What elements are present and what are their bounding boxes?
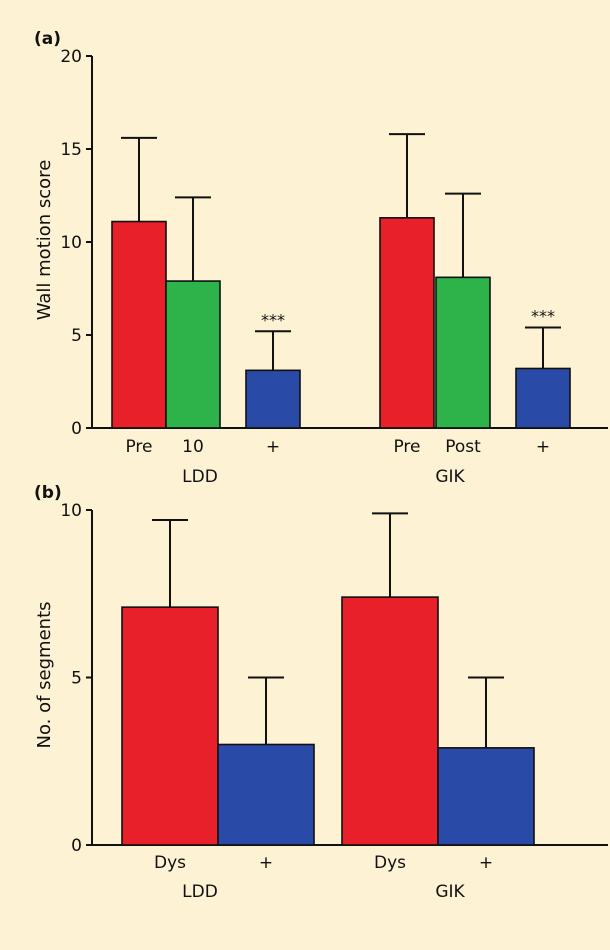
- y-tick-label: 20: [60, 47, 82, 67]
- x-group-label: GIK: [435, 467, 465, 487]
- panel-a-category-labels: Pre 10 + LDD Pre Post + GIK: [125, 437, 550, 487]
- significance-label: ***: [261, 310, 285, 329]
- panel-b-bars: [121, 512, 535, 846]
- x-category-label: Dys: [374, 853, 406, 873]
- panel-a: (a) Wall motion score 0 5 10 15 20 *** *** Pr…: [34, 29, 608, 487]
- panel-b-y-ticks: 0 5 10: [60, 501, 92, 856]
- panel-b-category-labels: Dys + LDD Dys + GIK: [154, 853, 493, 902]
- bar: [245, 369, 301, 429]
- x-category-label: 10: [182, 437, 204, 457]
- bar: [435, 276, 491, 429]
- y-tick-label: 15: [60, 140, 82, 160]
- bar: [165, 280, 221, 429]
- panel-a-label: (a): [34, 29, 61, 49]
- x-category-label: +: [479, 853, 493, 873]
- x-category-label: +: [259, 853, 273, 873]
- panel-b-label: (b): [34, 483, 62, 503]
- bar: [515, 367, 571, 429]
- bar: [217, 743, 315, 846]
- y-tick-label: 0: [71, 419, 82, 439]
- y-tick-label: 10: [60, 501, 82, 521]
- significance-label: ***: [531, 307, 555, 326]
- y-tick-label: 10: [60, 233, 82, 253]
- bar: [437, 747, 535, 846]
- y-tick-label: 5: [71, 326, 82, 346]
- x-category-label: Post: [445, 437, 481, 457]
- x-group-label: LDD: [182, 882, 218, 902]
- x-category-label: Pre: [393, 437, 420, 457]
- panel-a-y-axis-label: Wall motion score: [34, 160, 55, 321]
- bar: [121, 606, 219, 846]
- y-tick-label: 0: [71, 836, 82, 856]
- x-group-label: LDD: [182, 467, 218, 487]
- x-category-label: Dys: [154, 853, 186, 873]
- panel-a-y-ticks: 0 5 10 15 20: [60, 47, 92, 439]
- bar: [111, 220, 167, 429]
- x-category-label: Pre: [125, 437, 152, 457]
- bar: [379, 217, 435, 429]
- x-category-label: +: [536, 437, 550, 457]
- panel-b-y-axis-label: No. of segments: [34, 601, 55, 748]
- x-group-label: GIK: [435, 882, 465, 902]
- bar: [341, 596, 439, 846]
- panel-a-bars: *** ***: [111, 133, 571, 429]
- panel-b: (b) No. of segments 0 5 10 Dys + LDD Dys + GIK: [34, 483, 608, 902]
- x-category-label: +: [266, 437, 280, 457]
- y-tick-label: 5: [71, 669, 82, 689]
